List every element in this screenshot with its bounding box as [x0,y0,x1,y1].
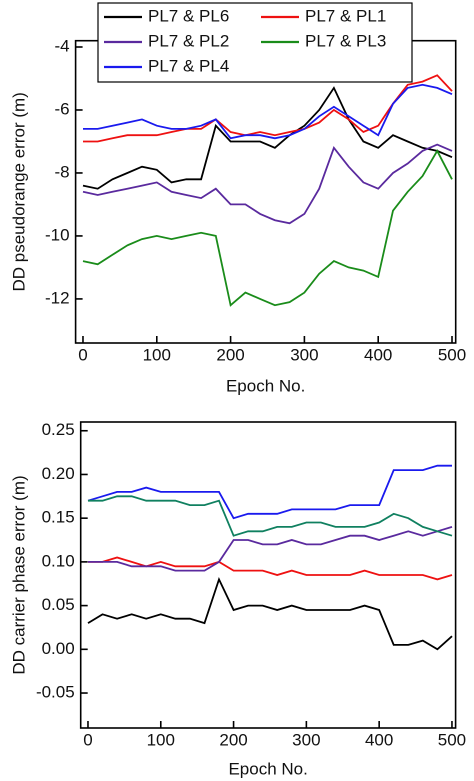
x-axis-label: Epoch No. [228,759,307,778]
legend-label: PL7 & PL6 [148,6,229,25]
y-tick-label: -10 [45,225,70,244]
series-line [82,86,453,190]
y-tick-label: 0.05 [42,595,75,614]
legend-label: PL7 & PL2 [148,31,229,50]
plot-frame [74,39,457,344]
series-line [82,149,453,307]
legend-label: PL7 & PL1 [305,6,386,25]
legend-label: PL7 & PL3 [305,31,386,50]
y-axis-label: DD carrier phase error (m) [9,475,28,674]
x-tick-label: 500 [438,345,466,364]
x-tick-label: 400 [365,730,393,749]
plot-frame [79,421,457,729]
y-tick-label: 0.15 [42,508,75,527]
series-line [88,556,453,581]
x-tick-label: 100 [147,730,175,749]
x-tick-label: 200 [216,345,244,364]
series-line [88,526,453,572]
y-tick-label: 0.20 [42,464,75,483]
x-tick-label: 0 [78,345,87,364]
x-tick-label: 300 [290,345,318,364]
legend-label: PL7 & PL4 [148,56,229,75]
x-tick-label: 0 [83,730,92,749]
series-line [82,143,453,225]
y-tick-label: 0.00 [42,639,75,658]
legend-box [97,2,413,83]
series-line [83,83,453,140]
y-tick-label: 0.10 [42,551,75,570]
y-tick-label: 0.25 [42,420,75,439]
y-tick-label: -8 [54,162,69,181]
y-tick-label: -0.05 [36,683,75,702]
series-line [87,576,453,651]
y-axis-label: DD pseudorange error (m) [9,92,28,291]
y-tick-label: -6 [54,99,69,118]
x-tick-label: 300 [292,730,320,749]
y-tick-label: -12 [45,288,70,307]
y-tick-label: -4 [54,36,69,55]
series-line [87,464,452,520]
x-tick-label: 100 [143,345,171,364]
series-line [83,74,453,143]
x-tick-label: 400 [364,345,392,364]
x-tick-label: 200 [219,730,247,749]
series-line [88,495,453,537]
x-tick-label: 500 [438,730,466,749]
x-axis-label: Epoch No. [226,376,305,395]
